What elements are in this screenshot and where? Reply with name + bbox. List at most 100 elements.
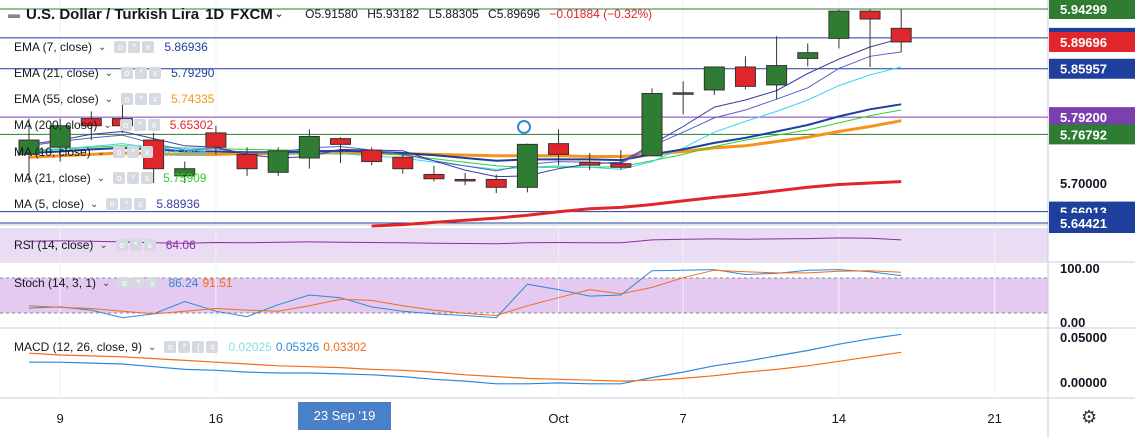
gear-icon[interactable]: * [132, 277, 145, 289]
indicator-value: 5.86936 [164, 40, 208, 54]
gear-icon[interactable]: * [129, 239, 142, 251]
crosshair-date-label: 23 Sep '19 [298, 402, 391, 430]
price-label-badge [1049, 31, 1135, 52]
indicator-legend[interactable]: MA (10, close) ⌄ o * x 5.82506 [14, 145, 206, 159]
eye-icon[interactable]: o [121, 93, 134, 105]
gear-icon[interactable]: * [128, 41, 141, 53]
indicator-value: 5.88936 [156, 197, 200, 211]
price-label-badge [1049, 124, 1135, 145]
indicator-legend[interactable]: MA (21, close) ⌄ o * x 5.75909 [14, 171, 206, 185]
eye-icon[interactable]: o [119, 119, 132, 131]
indicator-legend[interactable]: EMA (7, close) ⌄ o * x 5.86936 [14, 40, 208, 54]
close-icon[interactable]: x [141, 146, 154, 158]
indicator-buttons[interactable]: o * x [121, 93, 162, 105]
eye-icon[interactable]: o [114, 41, 127, 53]
gear-icon[interactable]: * [127, 146, 140, 158]
eye-icon[interactable]: o [118, 277, 131, 289]
indicator-value: 5.75909 [163, 171, 207, 185]
price-axis-label: 5.89696 [1060, 35, 1107, 50]
rsi-line [28, 237, 902, 245]
stoch-legend[interactable]: Stoch (14, 3, 1) ⌄ o * x 86.24 91.51 [14, 276, 233, 290]
indicator-legend[interactable]: MA (200, close) ⌄ o * x 5.65302 [14, 118, 213, 132]
chevron-down-icon[interactable]: ⌄ [104, 93, 114, 105]
collapse-icon[interactable]: ▬ [8, 7, 20, 21]
close-icon[interactable]: x [141, 172, 154, 184]
indicator-buttons[interactable]: o * x [118, 277, 159, 289]
stoch-d-line [28, 269, 902, 317]
rsi-legend[interactable]: RSI (14, close) ⌄ o * x 64.06 [14, 238, 196, 252]
indicator-buttons[interactable]: o * x [106, 198, 147, 210]
chevron-down-icon[interactable]: ⌄ [103, 119, 112, 131]
macd-legend[interactable]: MACD (12, 26, close, 9) ⌄ o *{x 0.02025 0… [14, 340, 367, 354]
indicator-label: EMA (7, close) [14, 40, 93, 54]
candle-body [80, 118, 102, 127]
ma-line [28, 119, 902, 159]
indicator-buttons[interactable]: o * x [113, 172, 154, 184]
indicator-buttons[interactable]: o * x [113, 146, 154, 158]
gear-icon[interactable]: * [127, 172, 140, 184]
candle-body [205, 132, 227, 148]
indicator-value: 5.82506 [163, 145, 207, 159]
price-axis-label: 5.85957 [1060, 62, 1107, 77]
indicator-buttons[interactable]: o * x [115, 239, 156, 251]
time-axis-label: 21 [987, 411, 1001, 426]
chevron-down-icon[interactable]: ⌄ [99, 239, 108, 251]
gear-icon[interactable]: * [133, 119, 146, 131]
chevron-down-icon[interactable]: ⌄ [90, 198, 99, 210]
change-value: −0.01884 (−0.32%) [549, 7, 653, 21]
time-axis-label: 7 [680, 411, 687, 426]
indicator-legend[interactable]: EMA (55, close) ⌄ o * x 5.74335 [14, 92, 214, 106]
eye-icon[interactable]: o [106, 198, 119, 210]
ma-line [28, 103, 902, 162]
price-axis-label: 5.79200 [1060, 110, 1107, 125]
close-icon[interactable]: x [143, 239, 156, 251]
indicator-legend[interactable]: EMA (21, close) ⌄ o * x 5.79290 [14, 66, 214, 80]
gear-icon[interactable]: ⚙ [1081, 407, 1098, 427]
close-icon[interactable]: x [149, 67, 162, 79]
stoch-label: Stoch (14, 3, 1) [14, 276, 97, 290]
close-icon[interactable]: x [147, 119, 160, 131]
chevron-down-icon[interactable]: ⌄ [274, 8, 284, 20]
indicator-buttons[interactable]: o *{x [164, 341, 219, 353]
eye-icon[interactable]: o [113, 146, 126, 158]
price-axis-label: 5.94299 [1060, 2, 1107, 17]
stoch-k-line [28, 269, 902, 319]
chevron-down-icon[interactable]: ⌄ [98, 41, 107, 53]
close-icon[interactable]: x [149, 93, 162, 105]
interval[interactable]: 1D [205, 5, 225, 23]
indicator-legend[interactable]: MA (5, close) ⌄ o * x 5.88936 [14, 197, 200, 211]
time-axis-label: 16 [209, 411, 223, 426]
symbol-title[interactable]: U.S. Dollar / Turkish Lira [26, 5, 200, 23]
close-icon[interactable]: x [142, 41, 155, 53]
candle-body [361, 149, 383, 163]
candle-body [454, 178, 476, 182]
chevron-down-icon[interactable]: ⌄ [96, 146, 106, 158]
price-label-badge [1049, 213, 1135, 233]
macd-line [29, 333, 902, 385]
ohlc-readout: O5.91580 H5.93182 L5.88305 C5.89696 −0.0… [305, 7, 658, 21]
eye-icon[interactable]: o [164, 341, 177, 353]
indicator-buttons[interactable]: o * x [114, 41, 155, 53]
macd-signal-line [28, 351, 902, 382]
chevron-down-icon[interactable]: ⌄ [102, 277, 111, 289]
eye-icon[interactable]: o [121, 67, 134, 79]
close-icon[interactable]: x [146, 277, 159, 289]
close-icon[interactable]: x [134, 198, 147, 210]
indicator-buttons[interactable]: o * x [119, 119, 160, 131]
eye-icon[interactable]: o [113, 172, 126, 184]
gear-icon[interactable]: * [135, 93, 148, 105]
braces-icon[interactable]: { [192, 341, 205, 353]
close-icon[interactable]: x [206, 341, 219, 353]
indicator-value: 5.65302 [169, 118, 214, 132]
indicator-buttons[interactable]: o * x [121, 67, 162, 79]
chevron-down-icon[interactable]: ⌄ [96, 172, 106, 184]
gear-icon[interactable]: * [120, 198, 133, 210]
macd-label: MACD (12, 26, close, 9) [14, 340, 143, 354]
chevron-down-icon[interactable]: ⌄ [104, 67, 114, 79]
gear-icon[interactable]: * [135, 67, 148, 79]
gear-icon[interactable]: * [178, 341, 191, 353]
eye-icon[interactable]: o [115, 239, 128, 251]
chevron-down-icon[interactable]: ⌄ [148, 341, 157, 353]
macd-axis-label: 0.05000 [1060, 330, 1107, 345]
